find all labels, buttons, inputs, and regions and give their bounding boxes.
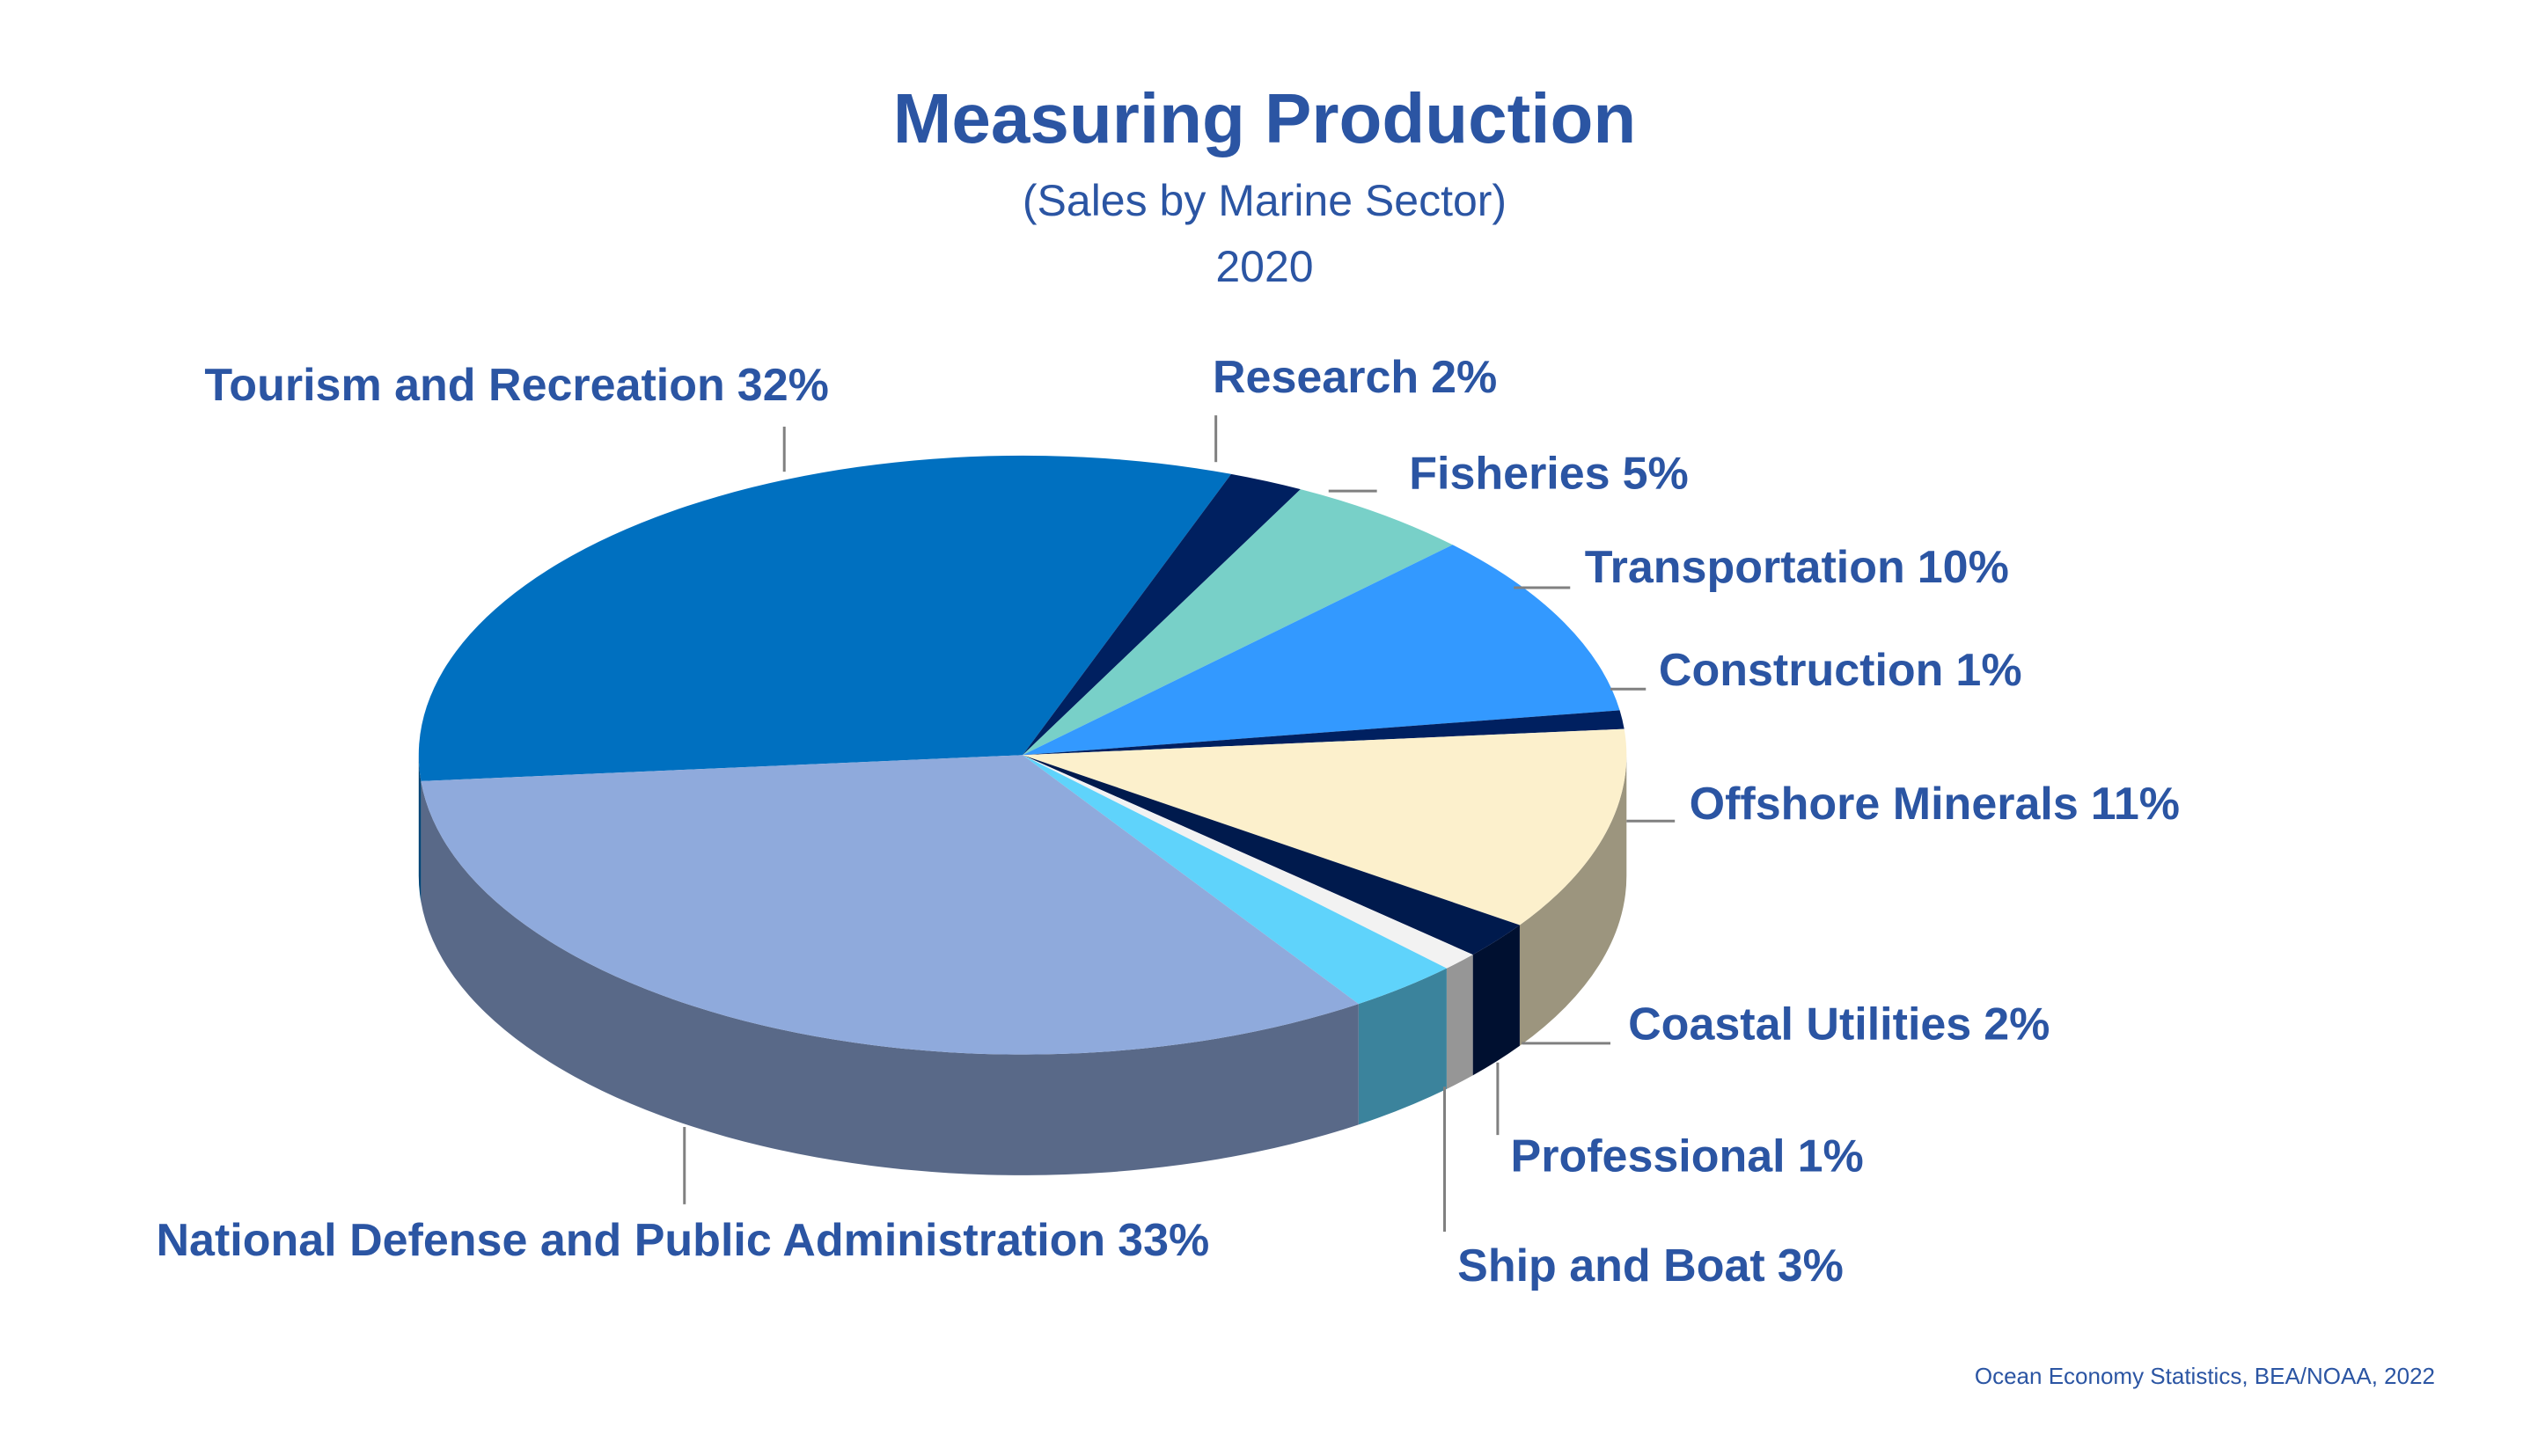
source-note: Ocean Economy Statistics, BEA/NOAA, 2022 [1975,1363,2435,1389]
slice-name: Construction [1659,645,1944,696]
slice [1023,710,1625,756]
slice-name: National Defense and Public Administrati… [157,1214,1106,1265]
slice-label: Construction 1% [1659,645,2022,696]
slice-value: 10% [1918,542,2009,593]
slice-label: Tourism and Recreation 32% [204,360,828,411]
slice-value: 33% [1118,1214,1209,1265]
slice-side [1446,955,1473,1089]
slice-value: 11% [2091,779,2180,830]
slice [1023,728,1627,926]
slice-name: Ship and Boat [1457,1240,1765,1291]
slice-label: Transportation 10% [1585,542,2009,593]
chart-period: 2020 [1215,242,1313,291]
slice-side [418,755,422,903]
slice-value: 1% [1955,645,2021,696]
slice-value: 2% [1984,999,2050,1050]
slice-label: Coastal Utilities 2% [1628,999,2050,1050]
slice [1023,755,1473,969]
slice-name: Coastal Utilities [1628,999,1971,1050]
slice [1023,489,1453,756]
slice-label: Offshore Minerals 11% [1690,779,2180,830]
slice-value: 2% [1431,352,1497,403]
slice [1023,473,1301,756]
slice-side [1519,755,1627,1046]
slice-label: Research 2% [1213,352,1497,403]
slice [1023,755,1520,955]
slice-value: 1% [1798,1130,1864,1182]
slice-side [1472,925,1520,1076]
slice-name: Fisheries [1409,448,1610,499]
slice-name: Professional [1511,1130,1786,1182]
slice-name: Offshore Minerals [1690,779,2079,830]
slice-value: 3% [1778,1240,1844,1291]
slice [418,455,1232,781]
slice [1023,755,1447,1005]
slice-side [1358,968,1447,1125]
slice-label: Professional 1% [1511,1130,1864,1182]
slice-value: 5% [1623,448,1689,499]
chart-title: Measuring Production [893,79,1637,157]
slice-value: 32% [737,360,829,411]
slice-label: Fisheries 5% [1409,448,1689,499]
slice [1023,545,1620,756]
slice-label: Ship and Boat 3% [1457,1240,1844,1291]
slice-name: Transportation [1585,542,1905,593]
slice [421,755,1359,1055]
slice-label: National Defense and Public Administrati… [157,1214,1210,1265]
slice-name: Tourism and Recreation [204,360,724,411]
slice-side [421,780,1359,1175]
chart-subtitle: (Sales by Marine Sector) [1023,176,1507,225]
slice-name: Research [1213,352,1419,403]
